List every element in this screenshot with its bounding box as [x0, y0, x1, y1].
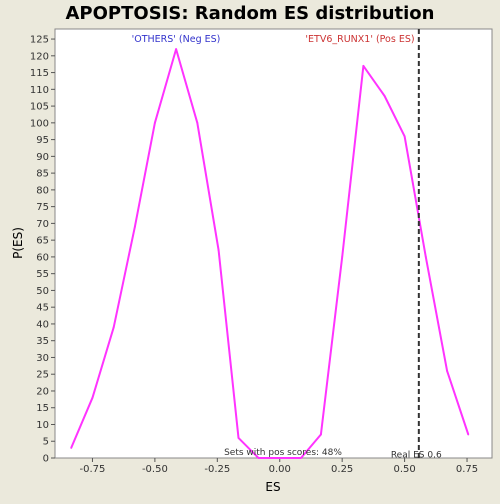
es-distribution-line	[70, 48, 470, 459]
x-tick-label: 0.50	[393, 464, 415, 475]
y-axis-label: P(ES)	[11, 227, 25, 259]
data-point	[403, 135, 406, 138]
y-tick-label: 35	[36, 336, 49, 347]
chart-title: APOPTOSIS: Random ES distribution	[66, 3, 435, 24]
y-tick-label: 5	[43, 437, 49, 448]
data-point	[70, 447, 73, 449]
y-tick-label: 20	[36, 386, 49, 397]
y-tick-label: 55	[36, 269, 49, 280]
neg-es-label: 'OTHERS' (Neg ES)	[132, 34, 221, 45]
data-point	[300, 457, 302, 459]
data-point	[446, 369, 448, 372]
data-point	[237, 436, 240, 439]
y-tick-label: 85	[36, 169, 49, 180]
y-tick-label: 40	[36, 319, 49, 330]
data-point	[341, 256, 344, 258]
y-tick-label: 60	[36, 252, 49, 263]
y-tick-label: 105	[30, 102, 49, 113]
y-tick-label: 15	[36, 403, 49, 414]
y-tick-label: 10	[36, 420, 49, 431]
real-es-label: Real ES 0.6	[391, 451, 442, 461]
y-tick-label: 75	[36, 202, 49, 213]
y-tick-label: 110	[30, 85, 49, 96]
y-tick-label: 25	[36, 370, 49, 381]
x-tick-label: 0.25	[331, 464, 353, 475]
x-tick-label: 0.75	[456, 464, 478, 475]
y-tick-label: 125	[30, 35, 49, 46]
data-point	[196, 121, 199, 124]
pos-score-note: Sets with pos scores: 48%	[224, 448, 342, 458]
data-point	[467, 433, 470, 436]
y-tick-label: 115	[30, 68, 49, 79]
data-point	[320, 433, 322, 436]
x-tick-label: -0.75	[80, 464, 106, 475]
data-point	[175, 48, 178, 51]
y-tick-label: 50	[36, 286, 49, 297]
data-point	[278, 457, 281, 459]
y-tick-label: 30	[36, 353, 49, 364]
y-tick-label: 65	[36, 236, 49, 247]
y-tick-label: 90	[36, 152, 49, 163]
data-point	[424, 256, 427, 258]
y-axis: 0 5 10 15 20 25 30 35 40 45 50 55 60 65 70 75 80 85 90 95 10…	[30, 35, 55, 465]
data-point	[217, 249, 220, 252]
data-point	[112, 326, 115, 329]
data-point	[257, 457, 260, 459]
y-tick-label: 95	[36, 135, 49, 146]
x-axis: -0.75 -0.50 -0.25 0.00 0.25 0.50 0.75	[80, 458, 478, 475]
data-point	[91, 396, 94, 399]
data-point	[134, 225, 136, 228]
y-tick-label: 45	[36, 303, 49, 314]
x-tick-label: -0.25	[204, 464, 230, 475]
data-point	[362, 64, 365, 67]
y-tick-label: 0	[43, 454, 49, 465]
series-layer	[70, 48, 470, 459]
data-point	[153, 121, 156, 124]
pos-es-label: 'ETV6_RUNX1' (Pos ES)	[305, 34, 414, 45]
y-tick-label: 70	[36, 219, 49, 230]
data-point	[383, 95, 386, 97]
y-tick-label: 80	[36, 185, 49, 196]
y-tick-label: 120	[30, 51, 49, 62]
x-tick-label: 0.00	[269, 464, 291, 475]
plot-area	[54, 28, 493, 459]
y-tick-label: 100	[30, 118, 49, 129]
x-tick-label: -0.50	[142, 464, 168, 475]
x-axis-label: ES	[265, 480, 280, 494]
